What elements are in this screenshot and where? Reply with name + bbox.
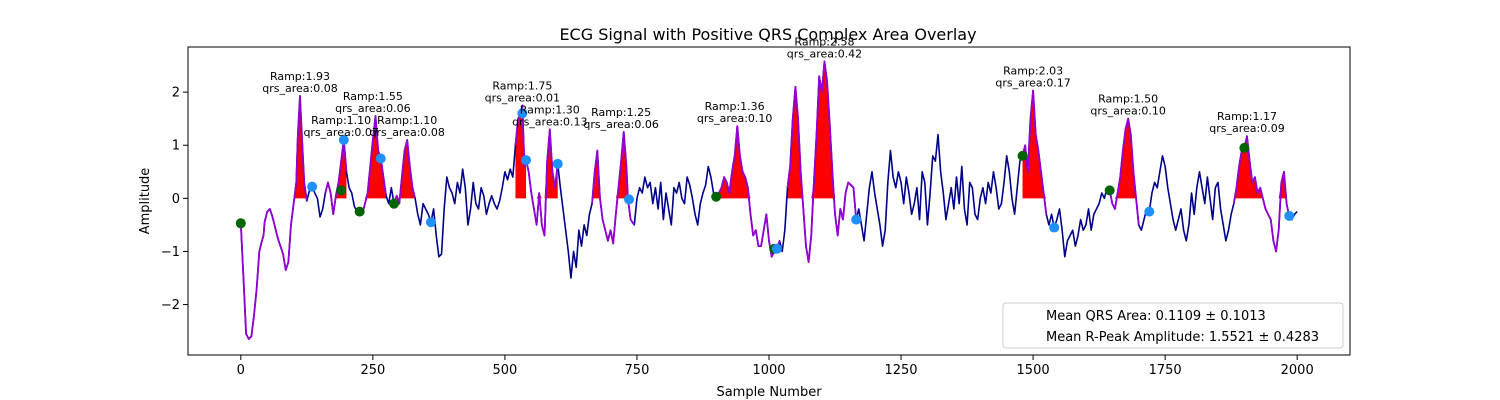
peak-annotation-area: qrs_area:0.07 [303,126,378,139]
onset-marker [336,185,347,196]
qrs-area-fill [1112,118,1139,199]
r-peak-marker [375,153,386,164]
chart-title: ECG Signal with Positive QRS Complex Are… [559,25,976,44]
legend-box [1002,302,1344,349]
r-peak-marker [307,181,318,192]
qrs-area-fill [533,129,558,199]
r-peak-marker [338,134,349,145]
peak-annotation-area: qrs_area:0.06 [335,102,410,115]
peak-annotation-ramp: Ramp:1.36 [705,100,765,113]
qrs-segment-line [786,60,858,263]
r-peak-marker [851,214,862,225]
y-tick-label: 1 [172,139,180,154]
r-peak-marker [517,108,528,119]
qrs-area-fill [787,61,843,199]
peak-annotation-ramp: Ramp:1.75 [492,79,552,92]
axes-ticks: 0 250 500 750 1000 1250 1500 1750 2000 −2 −1 0 1 2 [161,86,1314,378]
x-tick-label: 750 [625,363,650,378]
qrs-segment-line [1106,117,1140,225]
onset-marker [1017,150,1028,161]
qrs-segment-line [324,139,348,216]
r-peak-marker [624,194,635,205]
peak-annotation-ramp: Ramp:2.58 [794,35,854,48]
onset-marker [354,206,365,217]
peak-annotation-area: qrs_area:0.13 [512,115,587,128]
y-tick-label: 2 [172,86,180,101]
y-tick-label: −1 [161,245,180,260]
onset-marker [388,198,399,209]
y-tick-label: 0 [172,192,180,207]
peak-annotation-area: qrs_area:0.09 [1209,122,1284,135]
qrs-segment-line [591,131,636,245]
peak-annotation-ramp: Ramp:1.17 [1217,110,1277,123]
legend-entry-qrs-area: Mean QRS Area: 0.1109 ± 0.1013 [1046,309,1266,324]
qrs-segment-line [239,203,295,340]
r-peak-marker [1144,206,1155,217]
peak-annotation-ramp: Ramp:2.03 [1003,65,1063,78]
x-tick-label: 1000 [752,363,785,378]
onset-marker [711,191,722,202]
x-tick-label: 500 [492,363,517,378]
onset-marker [1239,142,1250,153]
legend: Mean QRS Area: 0.1109 ± 0.1013 Mean R-Pe… [1002,302,1344,349]
peak-annotation-area: qrs_area:0.42 [787,47,862,60]
plot-area: Ramp:1.93qrs_area:0.08Ramp:1.10qrs_area:… [235,35,1298,340]
peak-annotation-area: qrs_area:0.08 [262,82,337,95]
qrs-area-fill [364,116,387,199]
x-tick-label: 1750 [1149,363,1182,378]
qrs-segment-line [292,94,308,204]
r-peak-marker [1284,210,1295,221]
qrs-area-fill [718,126,775,199]
qrs-segment-line [361,115,387,215]
peak-annotation-area: qrs_area:0.01 [485,91,560,104]
qrs-area-fill [592,131,635,199]
peak-annotation-ramp: Ramp:1.55 [343,90,403,103]
onset-marker [235,218,246,229]
qrs-segment-line [718,125,781,258]
r-peak-marker [521,155,532,166]
peak-annotation-ramp: Ramp:1.30 [520,103,580,116]
x-tick-label: 0 [237,363,245,378]
peak-annotation-area: qrs_area:0.10 [697,112,772,125]
legend-entry-r-peak-amplitude: Mean R-Peak Amplitude: 1.5521 ± 0.4283 [1046,330,1319,345]
x-tick-label: 250 [360,363,385,378]
peak-annotation-ramp: Ramp:1.93 [270,70,330,83]
x-tick-label: 1500 [1017,363,1050,378]
y-tick-label: −2 [161,298,180,313]
peak-annotation-ramp: Ramp:1.50 [1098,93,1158,106]
peak-annotation-ramp: Ramp:1.10 [311,114,371,127]
qrs-segment-line [535,128,559,237]
r-peak-marker [552,158,563,169]
r-peak-marker [425,217,436,228]
x-axis-label: Sample Number [716,385,822,400]
peak-annotation-area: qrs_area:0.06 [583,118,658,131]
y-axis-label: Amplitude [138,168,153,235]
qrs-area-fill [515,105,527,199]
peak-annotation-area: qrs_area:0.08 [369,126,444,139]
peak-annotation-area: qrs_area:0.10 [1090,105,1165,118]
peak-annotation-area: qrs_area:0.17 [995,77,1070,90]
r-peak-marker [1049,222,1060,233]
qrs-area-fill [269,95,307,199]
x-tick-label: 1250 [884,363,917,378]
x-tick-label: 2000 [1281,363,1314,378]
peak-annotation-ramp: Ramp:1.25 [591,106,651,119]
onset-marker [1104,185,1115,196]
peak-annotation-ramp: Ramp:1.10 [377,114,437,127]
qrs-segment-line [393,139,416,205]
r-peak-marker [771,243,782,254]
